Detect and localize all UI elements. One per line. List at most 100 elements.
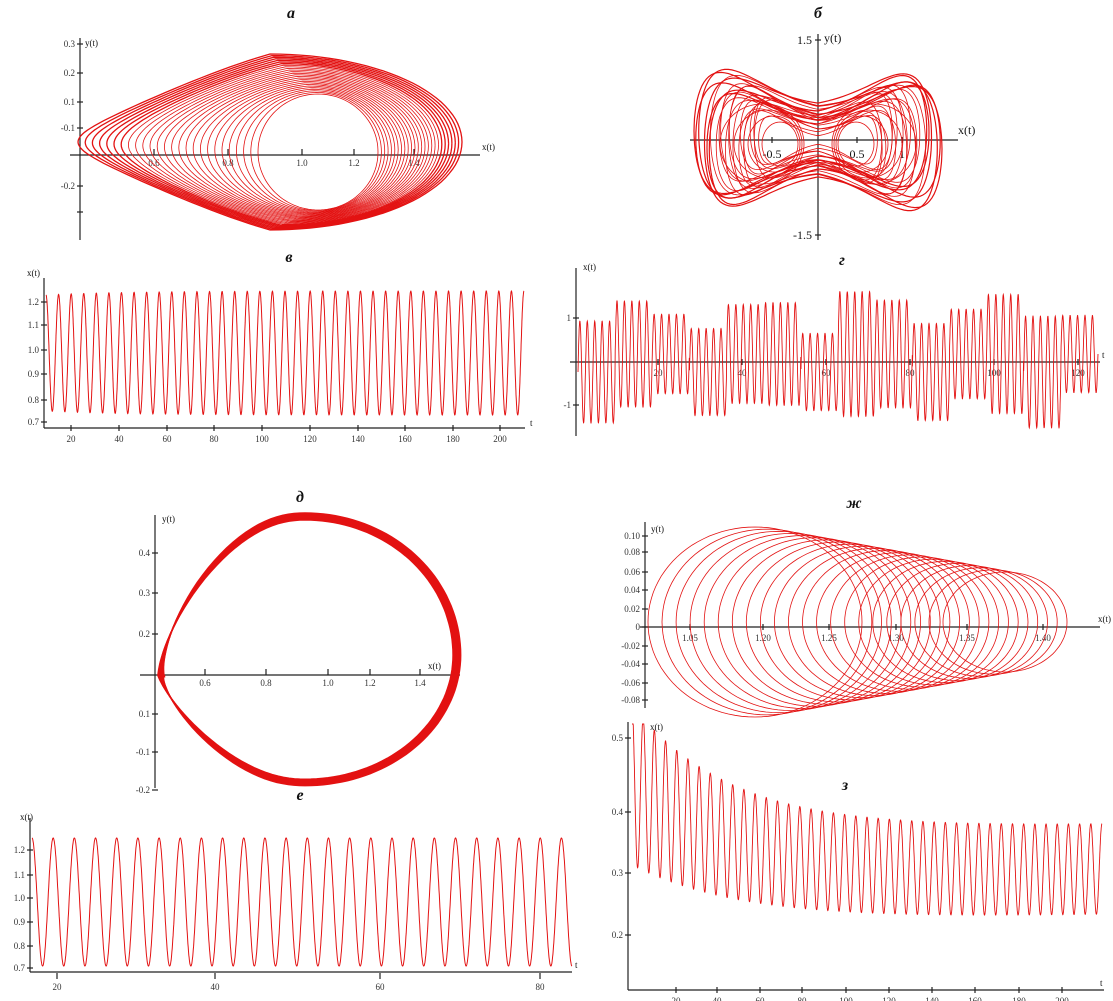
x-t-series xyxy=(632,723,1103,916)
trajectory-loop xyxy=(250,91,382,212)
x-tick-label: 180 xyxy=(1012,996,1026,1001)
y-axis-label: y(t) xyxy=(162,514,175,524)
trajectory-loop xyxy=(192,79,409,218)
y-axis-label: x(t) xyxy=(20,812,33,822)
x-tick-label: 120 xyxy=(882,996,896,1001)
y-tick-label: 1 xyxy=(567,313,572,323)
x-tick-label: 1.25 xyxy=(821,633,837,643)
y-tick-label: 0 xyxy=(636,622,641,632)
y-tick-label: 1.1 xyxy=(28,320,39,330)
trajectory-loop xyxy=(758,115,878,165)
trajectory-loop xyxy=(731,539,921,705)
trajectory-loop xyxy=(257,93,379,211)
x-tick-label: 140 xyxy=(351,434,365,444)
trajectory-loop xyxy=(120,62,443,226)
x-tick-label: 1.4 xyxy=(414,678,426,688)
x-tick-label: 140 xyxy=(925,996,939,1001)
x-axis-label: x(t) xyxy=(958,123,975,137)
trajectory-loop xyxy=(773,545,951,699)
y-tick-label: -0.1 xyxy=(136,747,150,757)
y-tick-label: 0.9 xyxy=(28,369,40,379)
y-tick-label: -1 xyxy=(564,400,572,410)
y-tick-label: -0.06 xyxy=(621,678,640,688)
y-tick-label: 0.3 xyxy=(612,868,624,878)
trajectory-loop xyxy=(221,85,396,215)
trajectory-loop xyxy=(703,73,933,207)
trajectory-loop xyxy=(171,74,419,221)
x-tick-label: 1.05 xyxy=(682,633,698,643)
y-tick-label: 0.2 xyxy=(139,629,150,639)
x-tick-label: 0.6 xyxy=(199,678,211,688)
y-tick-label: 0.7 xyxy=(28,417,40,427)
x-tick-label: 40 xyxy=(211,982,221,992)
trajectory-loop xyxy=(84,54,460,230)
y-tick-label: 0.3 xyxy=(139,588,151,598)
y-tick-label: 1.0 xyxy=(14,893,26,903)
panel-label-z: з xyxy=(841,777,848,794)
trajectory-loop xyxy=(900,565,1039,679)
trajectory-loop xyxy=(708,74,928,206)
x-tick-label: 1.0 xyxy=(296,158,308,168)
x-axis-label: x(t) xyxy=(1098,614,1111,624)
y-tick-label: 0.1 xyxy=(64,97,75,107)
trajectory-loop xyxy=(163,72,423,221)
well-loop xyxy=(833,109,903,179)
trajectory-loop xyxy=(745,541,931,703)
well-loop xyxy=(761,121,799,167)
y-tick-label: 0.2 xyxy=(64,68,75,78)
x-tick-label: 80 xyxy=(798,996,808,1001)
trajectory-loop xyxy=(802,550,970,694)
well-loop xyxy=(835,115,889,173)
panel-e: е x(t) t 20 40 60 80 1.2 1.1 1.0 0.9 0.8 0.7 xyxy=(14,787,578,992)
y-tick-label: -0.04 xyxy=(621,659,640,669)
x-tick-label: 1.4 xyxy=(408,158,420,168)
x-tick-label: 80 xyxy=(536,982,546,992)
trajectory-loop xyxy=(98,58,453,229)
y-tick-label: -0.1 xyxy=(61,123,75,133)
trajectory-loop xyxy=(695,82,941,198)
trajectory-loop xyxy=(77,53,463,231)
trajectory-loop xyxy=(113,61,446,227)
trajectory-loop xyxy=(717,537,912,707)
trajectory-loop xyxy=(743,105,893,175)
panel-label-v: в xyxy=(285,249,292,266)
x-tick-label: 180 xyxy=(446,434,460,444)
trajectory-loop xyxy=(185,77,412,219)
x-tick-label: 0.8 xyxy=(260,678,272,688)
x-tick-label: 200 xyxy=(1055,996,1069,1001)
y-tick-label: 0.8 xyxy=(14,941,26,951)
trajectory-loop xyxy=(942,571,1068,673)
y-tick-label: 0.7 xyxy=(14,963,26,973)
x-tick-label: 120 xyxy=(1071,368,1085,378)
trajectory-loop xyxy=(816,552,980,692)
trajectory-loop xyxy=(720,83,916,197)
trajectory-loop xyxy=(127,64,439,225)
y-tick-label: 0.5 xyxy=(612,733,624,743)
y-tick-label: 0.08 xyxy=(624,547,640,557)
y-tick-label: 1.1 xyxy=(14,870,25,880)
trajectory-loop xyxy=(156,71,426,222)
panel-label-a: а xyxy=(287,5,295,22)
trajectory-loop xyxy=(106,59,450,228)
x-tick-label: 20 xyxy=(67,434,77,444)
y-tick-label: 0.04 xyxy=(624,585,640,595)
panel-label-g: г xyxy=(839,252,845,269)
y-axis-label: x(t) xyxy=(27,268,40,278)
well-loop xyxy=(733,109,803,179)
y-axis-label: y(t) xyxy=(85,38,98,48)
trajectory-loop xyxy=(199,80,406,217)
x-tick-label: 20 xyxy=(672,996,682,1001)
x-t-series xyxy=(31,837,573,967)
x-axis-label: x(t) xyxy=(482,142,495,152)
x-tick-label: 1.2 xyxy=(348,158,359,168)
trajectory-loop xyxy=(886,562,1029,682)
x-tick-label: 80 xyxy=(906,368,916,378)
well-loop xyxy=(837,121,875,167)
x-tick-label: 80 xyxy=(210,434,220,444)
panel-label-d: д xyxy=(296,489,304,506)
y-tick-label: 0.9 xyxy=(14,917,26,927)
trajectory-loop xyxy=(243,90,386,213)
trajectory-loop xyxy=(788,547,960,697)
y-axis-label: x(t) xyxy=(583,262,596,272)
